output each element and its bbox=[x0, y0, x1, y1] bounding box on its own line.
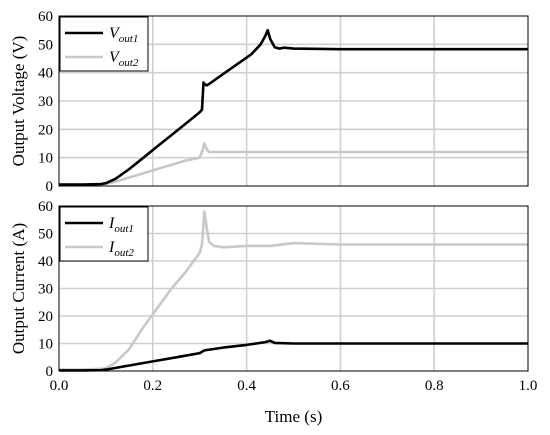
current-legend-box bbox=[59, 206, 149, 262]
voltage-y-tick-label: 40 bbox=[38, 66, 53, 82]
current-y-tick-label: 60 bbox=[38, 199, 53, 215]
x-tick-label: 0.2 bbox=[143, 378, 162, 394]
x-tick-label: 0.8 bbox=[425, 378, 444, 394]
voltage-y-tick-label: 50 bbox=[38, 37, 53, 53]
voltage-y-tick-labels: 0 10 20 30 40 50 60 bbox=[38, 9, 53, 195]
voltage-y-tick-label: 10 bbox=[38, 151, 53, 167]
current-y-tick-label: 50 bbox=[38, 227, 53, 243]
x-tick-label: 0.0 bbox=[50, 378, 69, 394]
current-y-tick-label: 20 bbox=[38, 309, 53, 325]
current-series-out1 bbox=[59, 339, 528, 372]
current-y-axis-label: Output Current (A) bbox=[9, 223, 28, 354]
current-series-out2 bbox=[59, 210, 528, 371]
current-y-tick-label: 10 bbox=[38, 337, 53, 353]
voltage-gridlines bbox=[59, 16, 528, 186]
voltage-plot-frame bbox=[58, 15, 529, 187]
x-tick-label: 0.6 bbox=[331, 378, 350, 394]
voltage-series-lines bbox=[59, 28, 528, 186]
voltage-series-out2 bbox=[59, 142, 528, 186]
voltage-y-axis-label: Output Voltage (V) bbox=[9, 36, 28, 167]
current-y-tick-labels: 0 10 20 30 40 50 60 bbox=[38, 199, 53, 380]
current-series-lines bbox=[59, 210, 528, 372]
x-tick-label: 0.4 bbox=[237, 378, 256, 394]
voltage-y-tick-label: 60 bbox=[38, 9, 53, 25]
x-tick-labels: 0.0 0.2 0.4 0.6 0.8 1.0 bbox=[50, 378, 538, 394]
voltage-y-tick-label: 30 bbox=[38, 94, 53, 110]
current-plot-frame bbox=[58, 205, 529, 372]
top-panel: 0 10 20 30 40 50 60 Output Voltage (V) Vout1Vo… bbox=[9, 9, 529, 195]
voltage-series-out1 bbox=[59, 28, 528, 186]
x-axis-label: Time (s) bbox=[265, 407, 322, 426]
current-y-tick-label: 30 bbox=[38, 282, 53, 298]
voltage-legend-box bbox=[59, 16, 149, 72]
bottom-panel: 0 10 20 30 40 50 60 0.0 0.2 0.4 0.6 0.8 1.0 Output … bbox=[9, 199, 537, 426]
voltage-y-tick-label: 0 bbox=[46, 179, 54, 195]
voltage-y-tick-label: 20 bbox=[38, 122, 53, 138]
current-y-tick-label: 0 bbox=[46, 364, 54, 380]
current-y-tick-label: 40 bbox=[38, 254, 53, 270]
x-tick-label: 1.0 bbox=[519, 378, 538, 394]
